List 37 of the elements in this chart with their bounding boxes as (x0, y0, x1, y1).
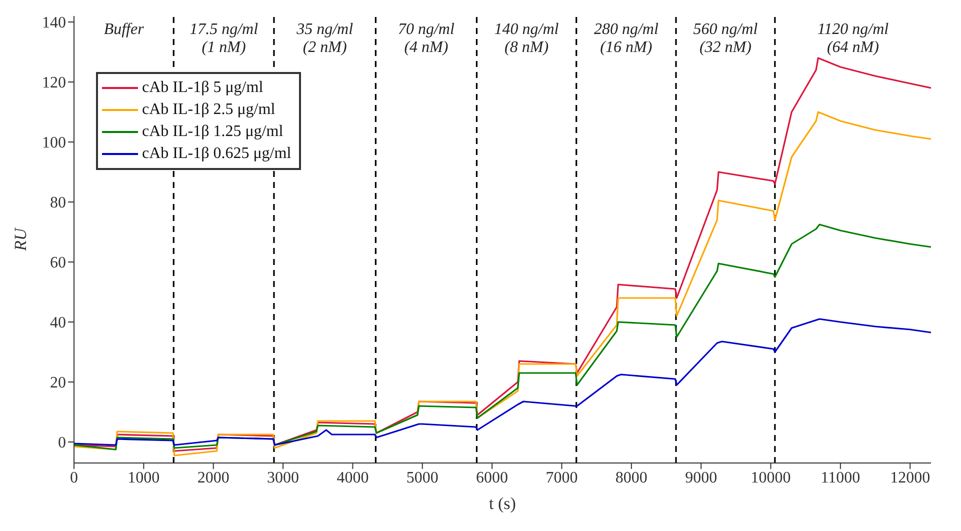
annotation: 17.5 ng/ml (1 nM) (190, 21, 259, 56)
y-tick-label: 100 (42, 134, 66, 152)
x-tick-label: 6000 (476, 469, 508, 486)
y-tick-label: 120 (42, 74, 66, 92)
y-axis-title: RU (11, 226, 30, 252)
y-tick-label: 20 (50, 374, 66, 392)
y-tick-label: 140 (42, 14, 66, 32)
x-tick-label: 12000 (890, 469, 930, 486)
x-tick-label: 5000 (406, 469, 438, 486)
y-tick-label: 40 (50, 314, 66, 332)
annotation: Buffer (104, 21, 145, 38)
y-tick-label: 0 (58, 434, 66, 452)
annotation: 35 ng/ml (2 nM) (296, 21, 354, 56)
legend-label: cAb IL-1β 1.25 μg/ml (142, 122, 284, 142)
annotation: 1120 ng/ml (64 nM) (817, 21, 890, 56)
x-tick-label: 2000 (197, 469, 230, 486)
x-tick-label: 3000 (267, 469, 300, 486)
line-series (74, 318, 931, 446)
x-axis-title: t (s) (489, 494, 516, 514)
x-tick-label: 11000 (820, 469, 860, 486)
legend-label: cAb IL-1β 0.625 μg/ml (142, 144, 292, 164)
x-tick-label: 10000 (750, 469, 791, 486)
line-series (74, 224, 931, 450)
x-tick-label: 7000 (546, 469, 578, 486)
x-tick-label: 4000 (336, 469, 369, 486)
x-tick-label: 1000 (128, 469, 160, 486)
legend-label: cAb IL-1β 2.5 μg/ml (142, 100, 276, 120)
annotation: 280 ng/ml (16 nM) (594, 21, 659, 56)
annotation: 70 ng/ml (4 nM) (398, 21, 455, 56)
x-tick-label: 8000 (615, 469, 648, 486)
x-tick-label: 9000 (685, 469, 718, 486)
x-tick-label: 0 (70, 469, 78, 486)
legend-label: cAb IL-1β 5 μg/ml (142, 78, 264, 98)
y-tick-label: 60 (50, 254, 66, 272)
annotation: 140 ng/ml (8 nM) (494, 21, 560, 56)
y-tick-label: 80 (50, 194, 66, 212)
annotation: 560 ng/ml (32 nM) (693, 21, 758, 56)
